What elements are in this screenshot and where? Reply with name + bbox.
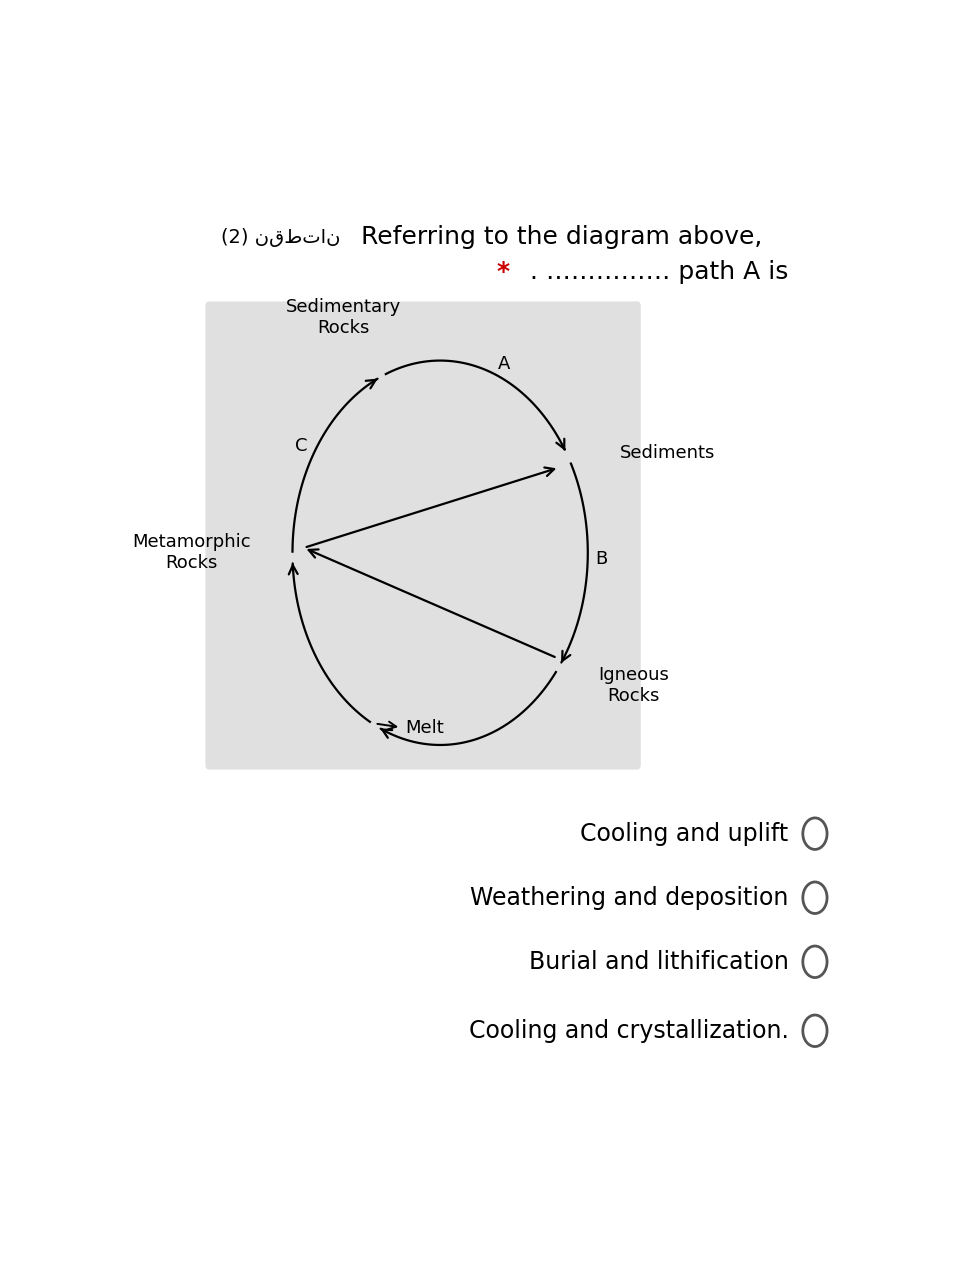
Text: (2) نقطتان: (2) نقطتان xyxy=(221,228,340,247)
Text: . …………… path A is: . …………… path A is xyxy=(531,260,788,284)
Text: Metamorphic
Rocks: Metamorphic Rocks xyxy=(132,534,251,572)
Text: Burial and lithification: Burial and lithification xyxy=(529,950,788,974)
Text: *: * xyxy=(497,260,510,284)
Text: Cooling and uplift: Cooling and uplift xyxy=(580,822,788,846)
Text: Melt: Melt xyxy=(404,719,444,737)
FancyBboxPatch shape xyxy=(205,301,641,769)
Text: B: B xyxy=(595,550,608,568)
Text: A: A xyxy=(498,356,510,374)
Text: Referring to the diagram above,: Referring to the diagram above, xyxy=(361,225,762,250)
Text: Sediments: Sediments xyxy=(619,444,715,462)
Text: Cooling and crystallization.: Cooling and crystallization. xyxy=(469,1019,788,1043)
Text: Weathering and deposition: Weathering and deposition xyxy=(470,886,788,910)
Text: C: C xyxy=(295,436,308,454)
Text: Igneous
Rocks: Igneous Rocks xyxy=(598,667,669,705)
Text: Sedimentary
Rocks: Sedimentary Rocks xyxy=(285,298,401,337)
